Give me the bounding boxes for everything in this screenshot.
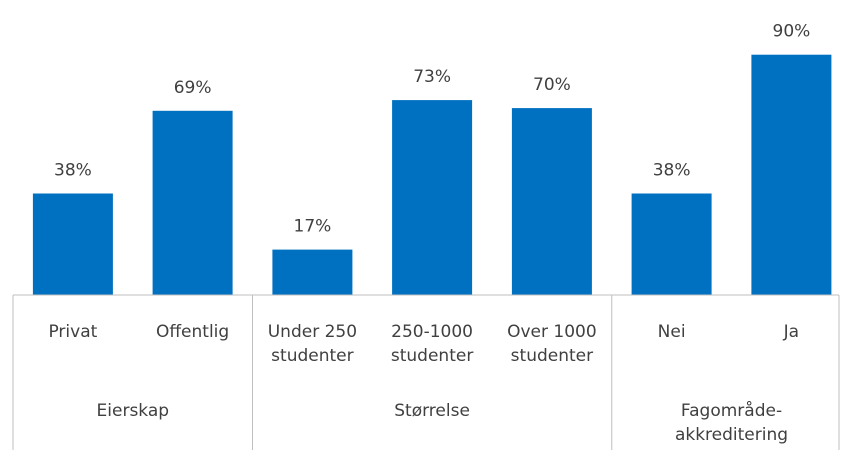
category-label: studenter	[271, 346, 353, 366]
bars-layer	[32, 54, 832, 296]
value-label: 38%	[54, 161, 92, 181]
group-label: Eierskap	[97, 401, 170, 421]
category-axis	[12, 294, 840, 450]
value-label: 70%	[533, 75, 571, 95]
category-label: Ja	[783, 322, 799, 342]
value-label: 17%	[294, 217, 332, 237]
value-labels-layer: 38% 69% 17% 73% 70% 38% 90%	[54, 22, 810, 237]
bar	[272, 249, 353, 295]
bar	[751, 54, 832, 296]
value-label: 69%	[174, 78, 212, 98]
bar	[152, 110, 233, 295]
bar	[511, 108, 592, 295]
bar	[32, 193, 113, 295]
bar	[631, 193, 712, 295]
value-label: 90%	[773, 22, 811, 42]
value-label: 73%	[413, 67, 451, 87]
category-label: studenter	[391, 346, 473, 366]
group-label: Fagområde-	[681, 400, 782, 421]
group-label: Størrelse	[394, 401, 470, 421]
category-label: Offentlig	[156, 322, 229, 342]
category-label: 250-1000	[391, 322, 473, 342]
category-label: Nei	[658, 322, 686, 342]
group-label: akkreditering	[675, 425, 788, 445]
category-label: studenter	[511, 346, 593, 366]
category-label: Privat	[48, 322, 97, 342]
group-labels-layer: Eierskap Størrelse Fagområde-akkreditering	[97, 400, 789, 445]
category-label: Over 1000	[507, 322, 597, 342]
category-labels-layer: Privat Offentlig Under 250 studenter 250-100…	[48, 322, 799, 366]
category-label: Under 250	[268, 322, 357, 342]
bar	[392, 100, 473, 295]
value-label: 38%	[653, 161, 691, 181]
